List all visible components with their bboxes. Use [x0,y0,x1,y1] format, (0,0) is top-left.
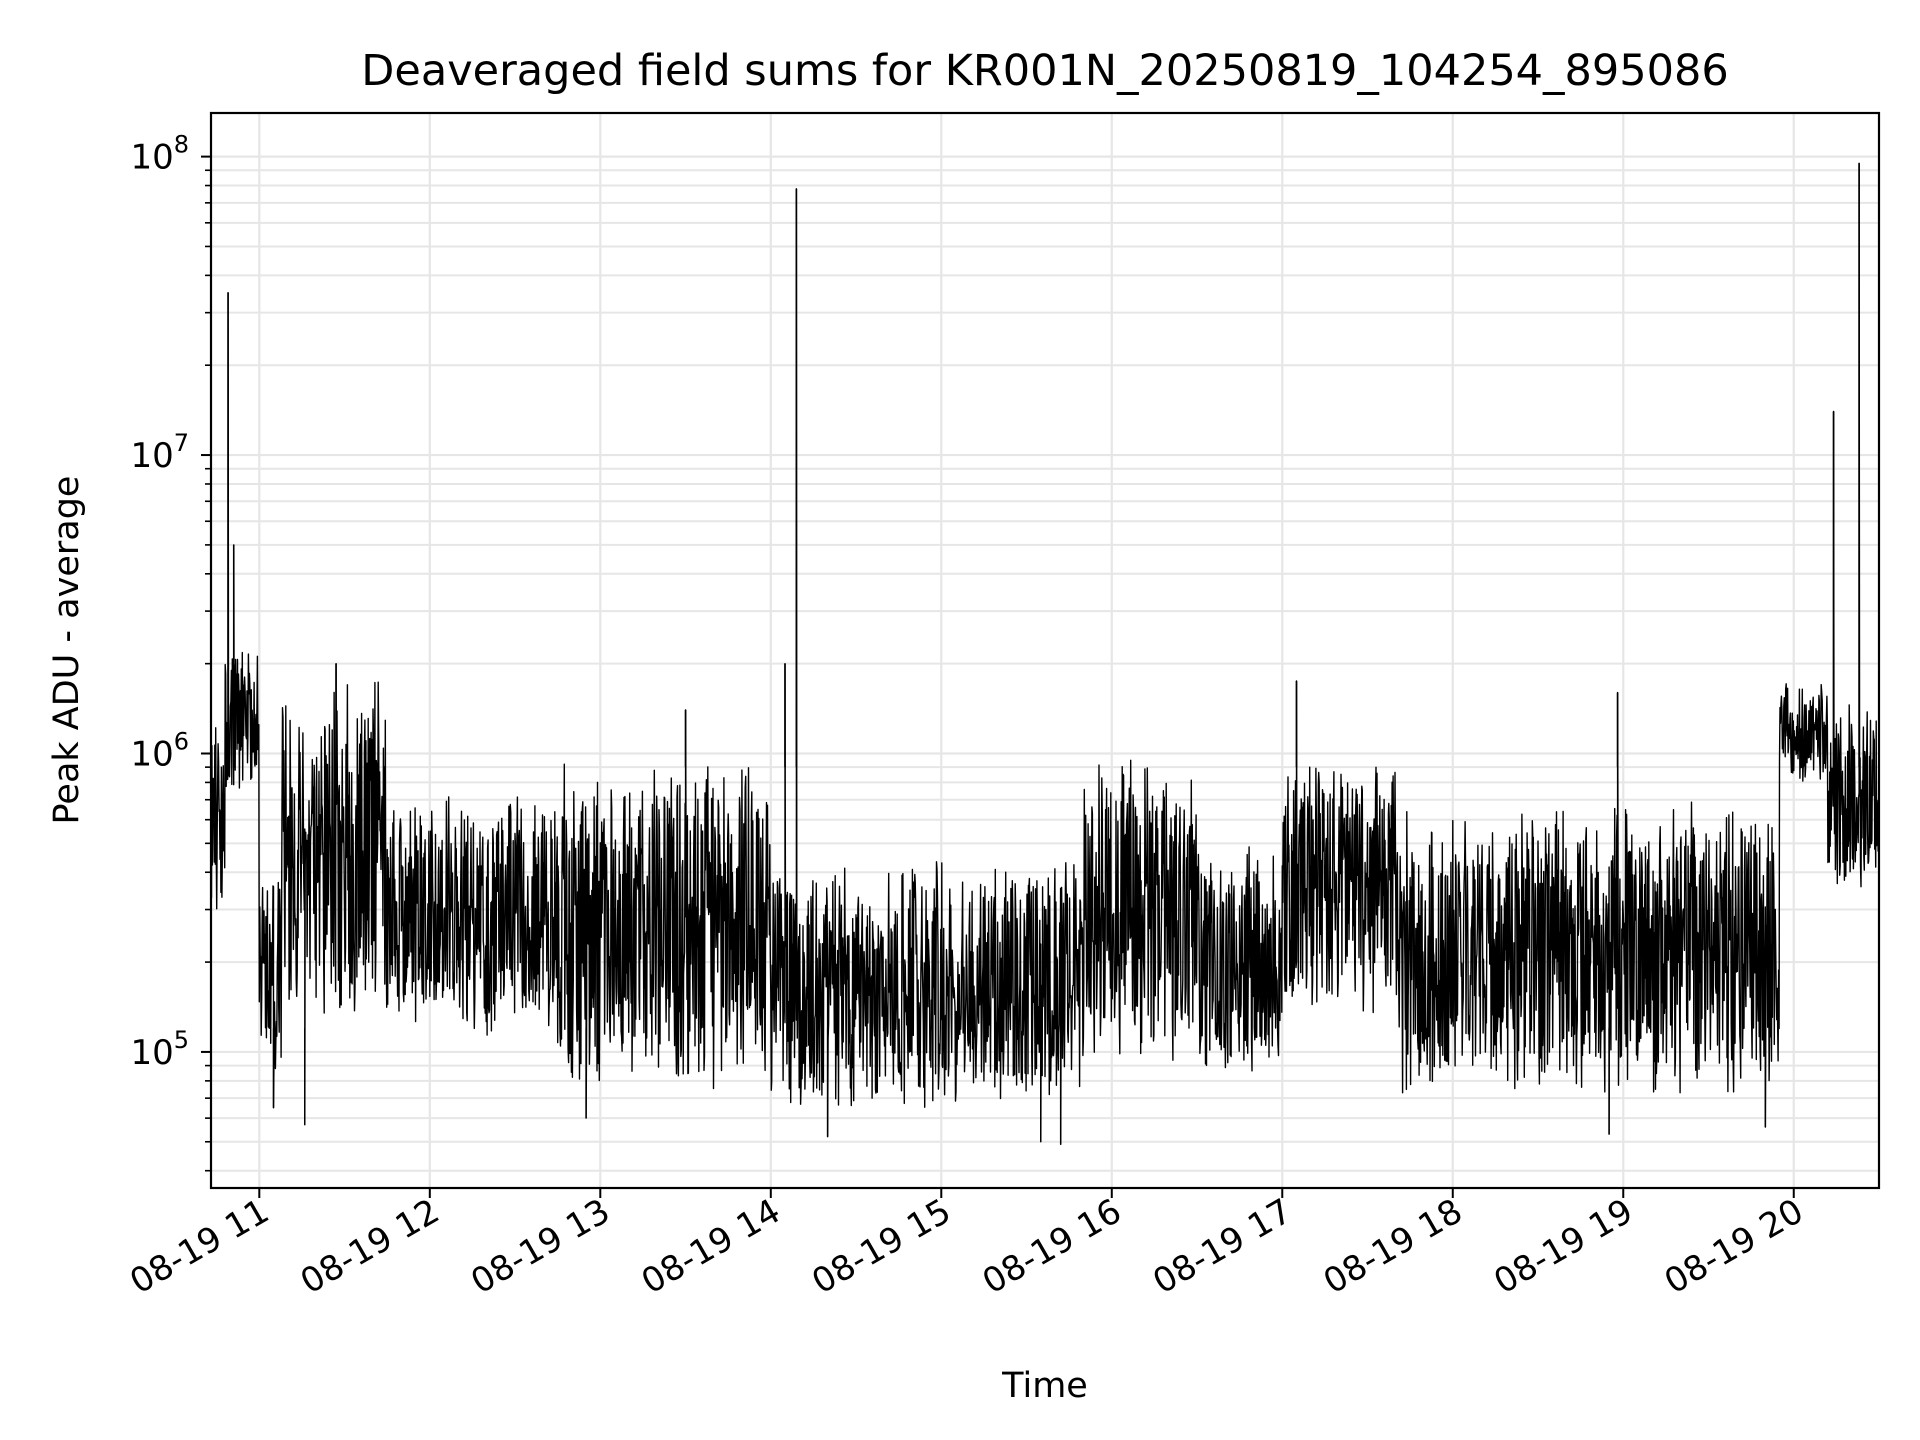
y-tick-label: 107 [130,429,189,476]
y-tick-base: 10 [130,436,173,476]
plot-frame [209,111,1881,1190]
y-axis-label: Peak ADU - average [47,476,87,825]
y-tick-exponent: 8 [174,131,189,159]
y-tick-label: 106 [130,727,189,774]
chart-title: Deaveraged field sums for KR001N_2025081… [361,46,1728,96]
series-line [210,162,1880,1146]
y-tick-base: 10 [130,734,173,774]
y-tick-exponent: 5 [174,1026,189,1054]
y-tick-label: 108 [130,131,189,178]
series-layer [210,162,1880,1146]
x-axis-label: Time [1001,1366,1088,1406]
y-tick-label: 105 [130,1026,189,1073]
y-tick-base: 10 [130,138,173,178]
y-tick-base: 10 [130,1033,173,1073]
grid-layer [211,113,1879,1188]
y-tick-exponent: 7 [174,429,189,457]
y-tick-exponent: 6 [174,727,189,755]
